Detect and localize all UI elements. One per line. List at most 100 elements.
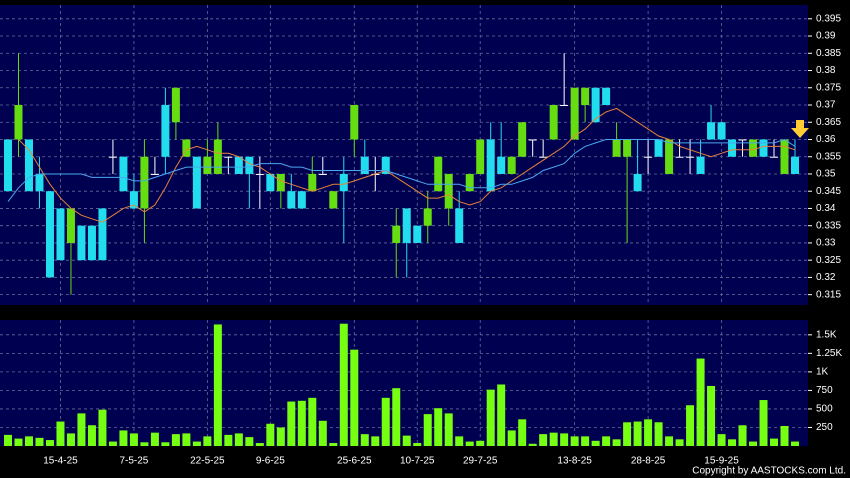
candle-body bbox=[140, 156, 149, 209]
candle-body bbox=[413, 225, 422, 243]
candle-body bbox=[549, 105, 558, 140]
candle-body bbox=[633, 173, 642, 192]
x-tick-label: 25-6-25 bbox=[337, 456, 372, 467]
candle-body bbox=[759, 139, 768, 157]
volume-bar bbox=[497, 384, 506, 446]
candle-body bbox=[392, 225, 401, 243]
candle-body bbox=[528, 139, 537, 141]
y-tick-label: 1K bbox=[816, 367, 829, 378]
y-tick-label: 0.36 bbox=[816, 134, 836, 145]
candle-body bbox=[276, 173, 285, 192]
candle-body bbox=[77, 225, 86, 261]
candle-body bbox=[539, 156, 548, 158]
y-tick-label: 1.25K bbox=[816, 348, 842, 359]
candle-body bbox=[591, 87, 600, 123]
candle-body bbox=[297, 191, 306, 209]
volume-bar bbox=[465, 441, 474, 446]
candle-body bbox=[360, 156, 369, 174]
volume-bar bbox=[434, 408, 443, 446]
volume-bar bbox=[507, 430, 516, 446]
y-tick-label: 0.385 bbox=[816, 48, 841, 59]
volume-bar bbox=[675, 439, 684, 446]
volume-bar bbox=[35, 437, 44, 446]
candle-body bbox=[329, 191, 338, 209]
volume-bar bbox=[171, 434, 180, 446]
candle-body bbox=[654, 139, 663, 157]
y-tick-label: 0.32 bbox=[816, 272, 836, 283]
candle-body bbox=[780, 139, 789, 174]
candle-body bbox=[35, 173, 44, 192]
volume-bar bbox=[87, 425, 96, 446]
volume-bar bbox=[749, 441, 758, 446]
y-tick-label: 0.335 bbox=[816, 220, 841, 231]
y-tick-label: 0.35 bbox=[816, 169, 836, 180]
x-tick-label: 29-7-25 bbox=[463, 456, 498, 467]
volume-bar bbox=[644, 419, 653, 446]
volume-bar bbox=[581, 436, 590, 446]
volume-bar bbox=[77, 413, 86, 446]
volume-bar bbox=[686, 405, 695, 446]
y-tick-label: 0.33 bbox=[816, 238, 836, 249]
volume-bar bbox=[66, 433, 75, 446]
last-price-arrow bbox=[791, 120, 809, 138]
volume-bar bbox=[381, 397, 390, 446]
candle-body bbox=[339, 173, 348, 192]
volume-bar bbox=[539, 434, 548, 446]
candle-body bbox=[696, 156, 705, 174]
volume-bar bbox=[759, 400, 768, 446]
candle-body bbox=[602, 87, 611, 105]
candle-body bbox=[465, 173, 474, 192]
volume-bar bbox=[623, 422, 632, 446]
candle-body bbox=[129, 191, 138, 209]
volume-bar bbox=[791, 441, 799, 446]
x-tick-label: 9-6-25 bbox=[256, 456, 285, 467]
candle-body bbox=[56, 208, 65, 261]
candle-body bbox=[560, 105, 569, 106]
volume-bar bbox=[350, 349, 359, 446]
volume-bar bbox=[476, 440, 485, 446]
candle-body bbox=[66, 208, 75, 243]
candle-body bbox=[14, 105, 23, 140]
candle-body bbox=[4, 139, 12, 192]
volume-bar bbox=[119, 430, 128, 446]
volume-bar bbox=[45, 440, 54, 446]
y-tick-label: 0.345 bbox=[816, 186, 841, 197]
y-tick-label: 0.365 bbox=[816, 117, 841, 128]
candle-body bbox=[518, 122, 527, 157]
candle-body bbox=[581, 87, 590, 105]
volume-bar bbox=[245, 437, 254, 446]
volume-bar bbox=[161, 442, 170, 446]
volume-bar bbox=[255, 443, 264, 446]
candle-body bbox=[182, 139, 191, 157]
volume-bar bbox=[612, 439, 621, 446]
candle-body bbox=[119, 156, 128, 192]
x-tick-label: 13-8-25 bbox=[557, 456, 592, 467]
y-tick-label: 0.375 bbox=[816, 82, 841, 93]
candle-body bbox=[161, 105, 170, 157]
x-tick-label: 15-9-25 bbox=[704, 456, 739, 467]
volume-bar bbox=[371, 436, 380, 446]
moving-average-line bbox=[7, 138, 796, 202]
volume-bar bbox=[560, 433, 569, 446]
candle-body bbox=[455, 208, 464, 243]
volume-bar bbox=[308, 397, 317, 446]
volume-bar bbox=[360, 434, 369, 446]
plot-layer: 0.315 0.32 0.325 0.33 0.335 0.34 0.345 0.35 0.35… bbox=[0, 5, 842, 467]
volume-bar bbox=[423, 414, 432, 446]
volume-bar bbox=[98, 409, 107, 446]
volume-bar bbox=[707, 385, 716, 446]
volume-bar bbox=[266, 423, 275, 446]
y-tick-label: 500 bbox=[816, 404, 833, 415]
volume-bar bbox=[129, 433, 138, 446]
candle-body bbox=[728, 139, 737, 157]
volume-bar bbox=[56, 421, 65, 446]
moving-average-line bbox=[18, 107, 796, 223]
candle-body bbox=[171, 87, 180, 123]
volume-bar bbox=[602, 436, 611, 446]
candle-body bbox=[507, 156, 516, 174]
volume-bar bbox=[108, 441, 117, 446]
volume-panel bbox=[0, 320, 808, 446]
candle-body bbox=[287, 191, 296, 209]
candle-body bbox=[203, 156, 212, 174]
